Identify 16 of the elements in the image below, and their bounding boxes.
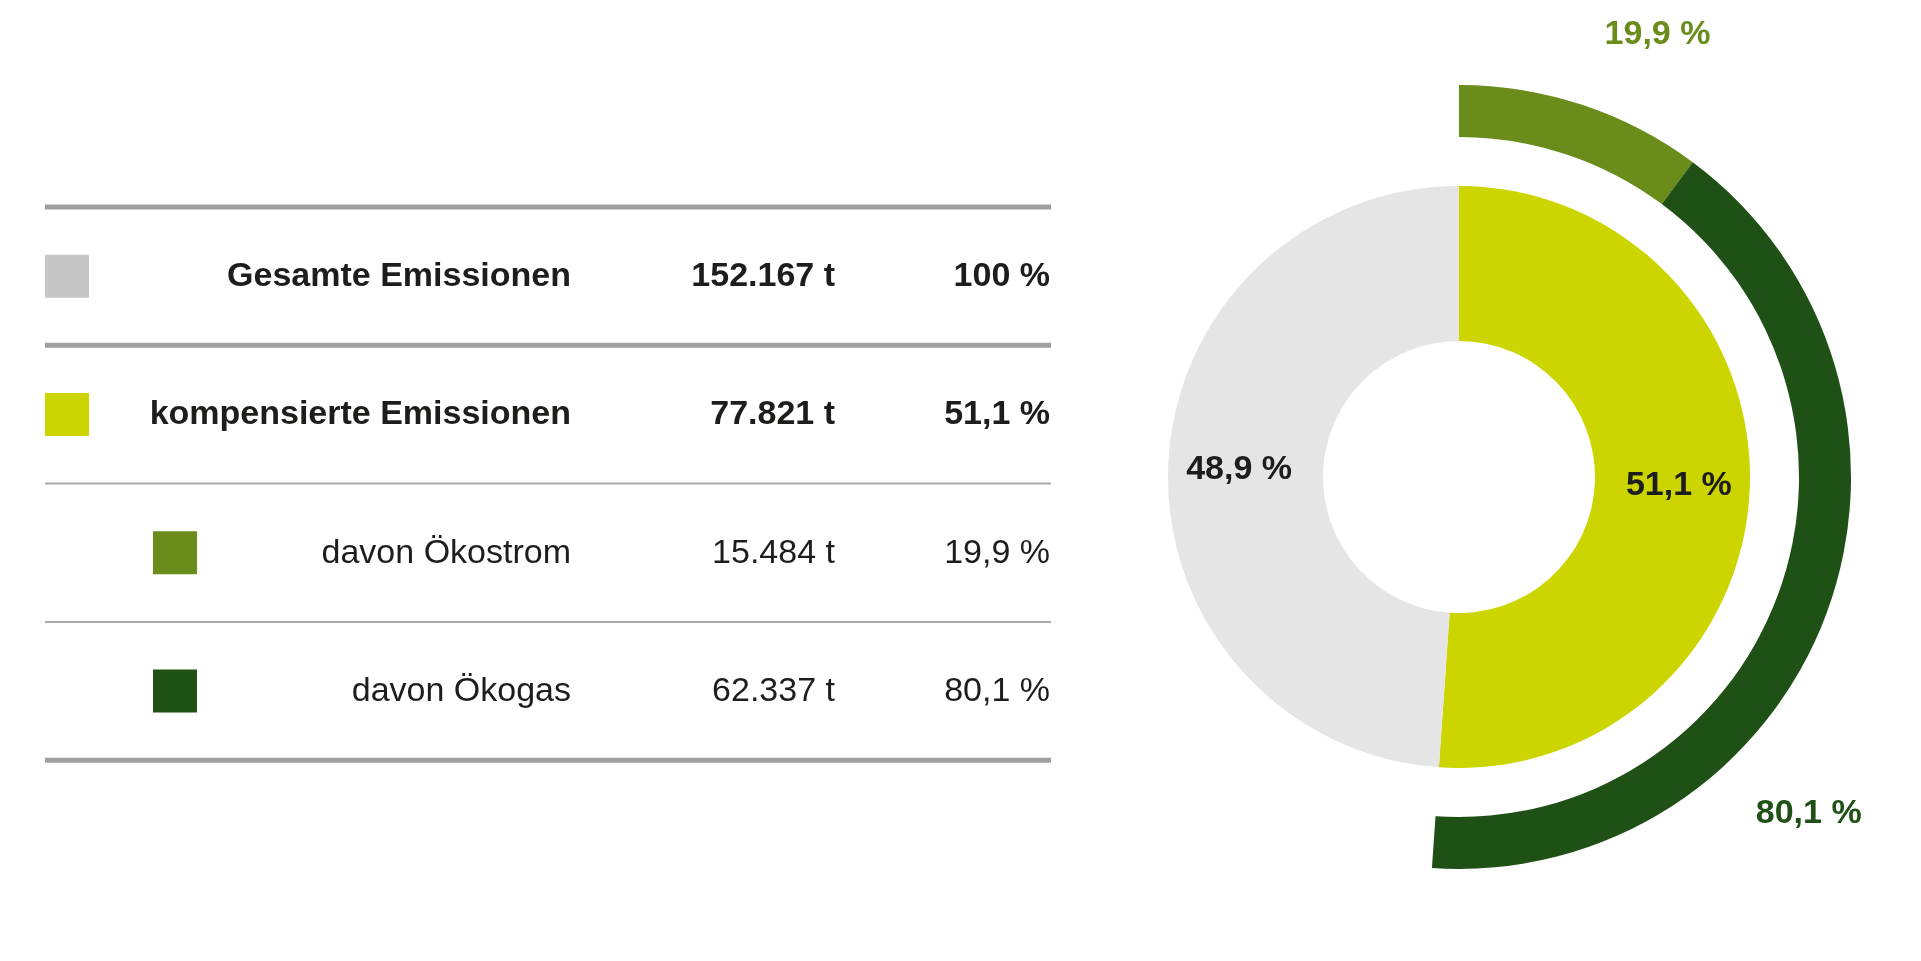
- data-label: 62.337 t: [712, 670, 836, 709]
- data-label: 15.484 t: [712, 531, 836, 570]
- data-label: 19,9 %: [1604, 13, 1711, 52]
- data-label: 80,1 %: [1755, 792, 1862, 831]
- category-label: davon Ökostrom: [321, 531, 571, 570]
- data-label: 152.167 t: [691, 255, 835, 294]
- data-label: 51,1 %: [1625, 463, 1732, 502]
- data-label: 48,9 %: [1186, 448, 1293, 487]
- data-label: 51,1 %: [944, 393, 1050, 432]
- category-label: Gesamte Emissionen: [227, 255, 571, 294]
- data-label: 77.821 t: [710, 393, 835, 432]
- category-label: davon Ökogas: [351, 670, 571, 709]
- data-label: 80,1 %: [944, 670, 1050, 709]
- category-label: kompensierte Emissionen: [149, 393, 571, 432]
- data-label: 100 %: [953, 255, 1050, 294]
- data-label: 19,9 %: [944, 531, 1050, 570]
